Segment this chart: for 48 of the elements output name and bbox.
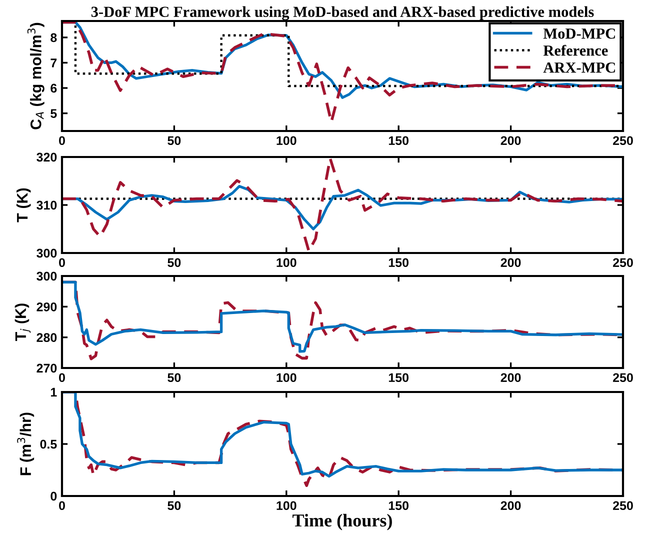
x-tick-label: 150 (388, 373, 409, 382)
x-tick-label: 0 (59, 373, 65, 382)
x-tick-label: 150 (388, 501, 409, 510)
x-tick-label: 250 (613, 501, 633, 510)
y-tick-label: 280 (36, 333, 57, 342)
x-tick-label: 150 (388, 258, 409, 268)
y-tick-label: 0.5 (40, 440, 57, 449)
y-tick-label: 5 (50, 109, 57, 118)
chart-title: 3-DoF MPC Framework using MoD-based and ARX-based predictive models (91, 6, 594, 20)
legend-label: ARX-MPC (543, 62, 615, 73)
x-tick-label: 0 (59, 258, 65, 268)
y-tick-label: 7 (50, 58, 57, 68)
x-tick-label: 250 (613, 373, 633, 382)
x-tick-label: 200 (500, 258, 521, 268)
x-tick-label: 100 (276, 258, 296, 268)
y-tick-label: 1 (50, 388, 57, 397)
x-tick-label: 50 (168, 501, 181, 510)
line-series (62, 157, 623, 252)
x-tick-label: 200 (500, 136, 521, 146)
y-tick-label: 300 (36, 272, 57, 281)
x-tick-label: 150 (388, 136, 409, 146)
y-tick-label: 310 (36, 200, 57, 210)
x-tick-label: 200 (500, 373, 521, 382)
x-tick-label: 100 (276, 501, 296, 510)
x-tick-label: 250 (613, 136, 633, 146)
legend-label: Reference (543, 44, 608, 56)
x-tick-label: 50 (168, 136, 181, 146)
y-tick-label: 320 (36, 152, 57, 162)
y-tick-label: 0 (50, 492, 57, 501)
y-tick-label: 8 (50, 33, 57, 42)
x-tick-label: 100 (276, 136, 296, 146)
y-axis-title: C$_{A}$ (kg mol/m$^{3}$) (27, 22, 44, 130)
y-axis-title: T (K) (16, 188, 31, 222)
x-tick-label: 200 (500, 501, 521, 510)
x-tick-label: 100 (276, 373, 296, 382)
x-tick-label: 0 (59, 501, 65, 510)
y-axis-title: T$_{j}$ (K) (14, 304, 31, 341)
x-tick-label: 250 (613, 258, 633, 268)
x-axis-title: Time (hours) (292, 514, 392, 530)
legend-label: MoD-MPC (543, 28, 615, 39)
y-axis-title: F (m$^{3}$/hr) (17, 412, 34, 476)
y-tick-label: 270 (36, 364, 57, 373)
y-tick-label: 6 (50, 84, 57, 93)
x-tick-label: 0 (59, 136, 65, 146)
y-tick-label: 300 (36, 248, 57, 258)
y-tick-label: 290 (36, 302, 57, 312)
x-tick-label: 50 (168, 258, 181, 268)
x-tick-label: 50 (168, 373, 181, 382)
